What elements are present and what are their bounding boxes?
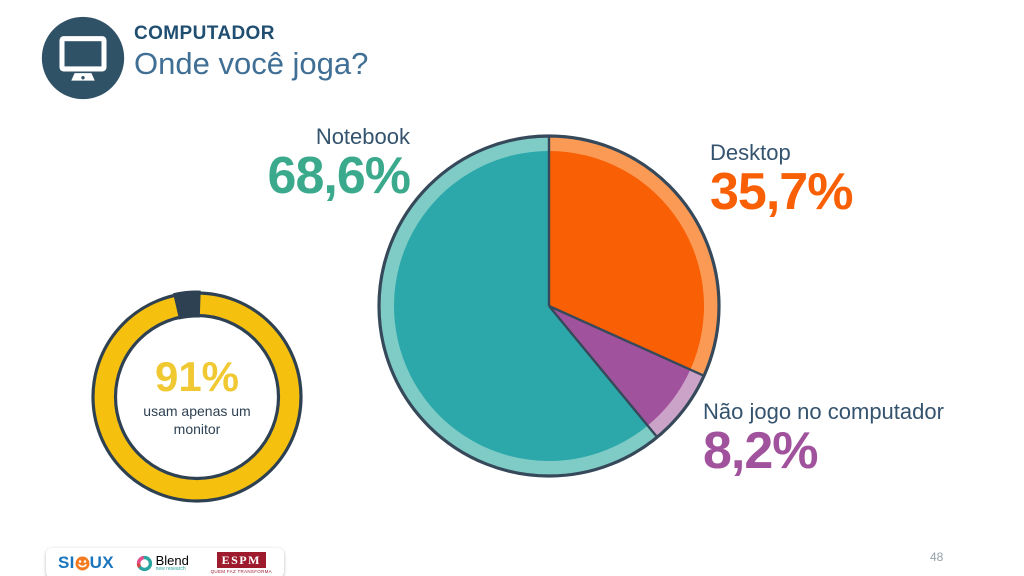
donut-caption: usam apenas um monitor (143, 402, 251, 437)
blend-logo: Blend new research (136, 554, 189, 572)
sioux-logo: SI UX (58, 553, 114, 573)
donut-value: 91% (154, 352, 240, 400)
page-subtitle: Onde você joga? (134, 46, 369, 81)
blend-subtext: new research (155, 566, 186, 572)
sioux-text-left: SI (58, 553, 75, 572)
page-number: 48 (930, 550, 944, 564)
nao-jogo-value: 8,2% (703, 422, 819, 480)
logo-card: SI UX Blend new research ESPM QUEM FAZ T… (46, 548, 284, 576)
pie-chart (377, 134, 721, 478)
blend-name: Blend (155, 553, 189, 568)
desktop-label: Desktop (710, 140, 791, 165)
notebook-value: 68,6% (267, 147, 411, 205)
callout-notebook: Notebook 68,6% (267, 124, 411, 205)
espm-name: ESPM (216, 551, 266, 569)
sioux-smiley-icon (75, 556, 90, 570)
callout-nao-jogo: Não jogo no computador 8,2% (703, 399, 944, 478)
page-title: COMPUTADOR (134, 23, 275, 44)
monitor-donut-chart (91, 290, 303, 503)
blend-text: Blend new research (156, 554, 189, 572)
notebook-label: Notebook (315, 124, 410, 149)
callout-desktop: Desktop 35,7% (710, 140, 853, 221)
desktop-value: 35,7% (710, 163, 853, 221)
nao-jogo-label: Não jogo no computador (703, 399, 944, 424)
espm-logo: ESPM QUEM FAZ TRANSFORMA (210, 551, 272, 575)
espm-subtext: QUEM FAZ TRANSFORMA (210, 569, 272, 575)
computer-monitor-icon (41, 16, 125, 100)
header: COMPUTADOR Onde você joga? (134, 23, 368, 82)
sioux-text-right: UX (89, 553, 114, 572)
blend-ring-icon (136, 555, 152, 571)
donut-center: 91% usam apenas um monitor (87, 287, 307, 507)
